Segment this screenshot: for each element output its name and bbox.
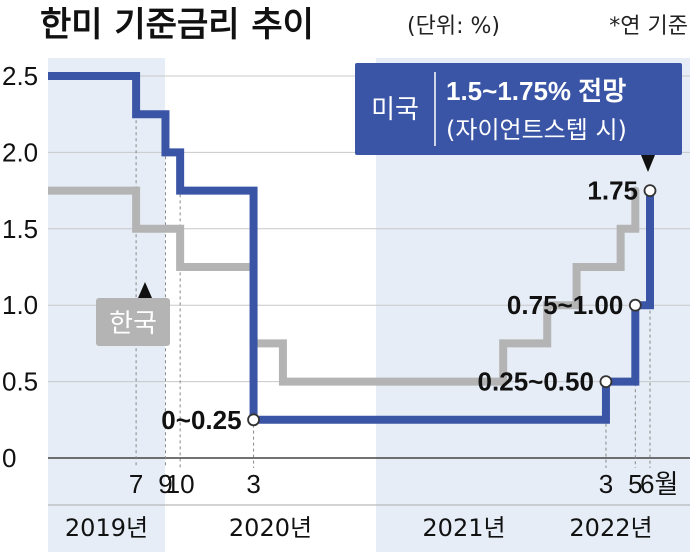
korea-tag: 한국 — [96, 282, 170, 346]
data-point — [599, 375, 613, 389]
basis-note: *연 기준 — [609, 14, 688, 39]
korea-tag-pointer — [138, 282, 152, 298]
unit-label: (단위: %) — [407, 14, 500, 39]
year-label: 2019년 — [65, 514, 148, 542]
y-tick-label: 1.5 — [2, 214, 38, 244]
y-tick-label: 2.5 — [2, 61, 38, 91]
callout-source: (자이언트스텝 시) — [446, 116, 627, 144]
y-tick-label: 0.5 — [2, 367, 38, 397]
data-label: 0.25~0.50 — [478, 367, 594, 397]
data-label: 1.75 — [587, 176, 638, 206]
value-markers — [247, 184, 657, 427]
x-tick-label: 9 — [158, 469, 172, 499]
data-labels: 0~0.25 0.25~0.50 0.75~1.00 1.75 — [161, 176, 638, 435]
x-tick-label: 3 — [246, 469, 260, 499]
year-label: 2022년 — [569, 514, 652, 542]
year-label: 2021년 — [422, 514, 505, 542]
x-tick-label: 7 — [129, 469, 143, 499]
x-tick-label: 3 — [599, 469, 613, 499]
callout-value: 1.5~1.75% 전망 — [446, 76, 626, 106]
series-line-korea — [48, 186, 640, 386]
callout-pointer — [641, 155, 655, 172]
data-point — [247, 413, 260, 427]
y-tick-label: 1.0 — [2, 290, 38, 320]
callout-box — [355, 63, 682, 155]
series-line-usa — [48, 72, 654, 424]
y-axis-ticks: 0 0.5 1.0 1.5 2.0 2.5 — [2, 61, 38, 473]
callout-label: 미국 — [371, 95, 419, 125]
korea-tag-box — [96, 298, 170, 346]
y-tick-label: 0 — [2, 443, 16, 473]
data-label: 0~0.25 — [161, 405, 241, 435]
x-axis-ticks: 7 910 3 3 56월 — [129, 469, 679, 499]
data-point — [643, 184, 657, 198]
korea-end-marker — [631, 186, 640, 195]
x-tick-label: 6월 — [640, 469, 678, 499]
data-point — [628, 298, 642, 312]
year-label: 2020년 — [229, 514, 312, 542]
y-tick-label: 2.0 — [2, 137, 38, 167]
data-label: 0.75~1.00 — [507, 290, 623, 320]
korea-tag-text: 한국 — [109, 309, 157, 339]
forecast-callout: 미국 1.5~1.75% 전망 (자이언트스텝 시) — [355, 63, 682, 172]
year-labels: 2019년 2020년 2021년 2022년 — [48, 504, 690, 542]
chart-title: 한미 기준금리 추이 — [40, 5, 314, 45]
x-tick-label: 10 — [166, 469, 195, 499]
x-tick-label: 5 — [628, 469, 642, 499]
